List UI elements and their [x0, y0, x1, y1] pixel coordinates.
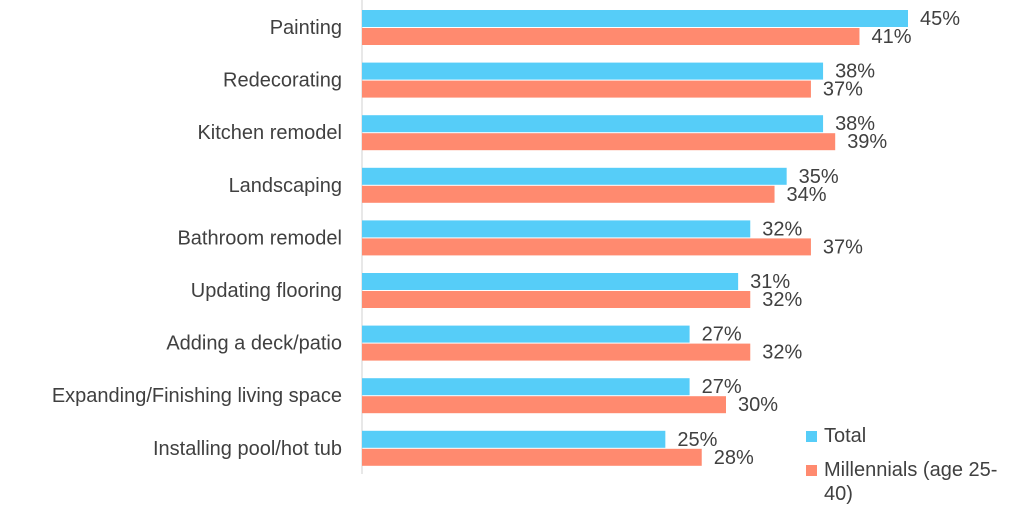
- legend-label-total: Total: [824, 425, 867, 447]
- legend-item-millennials: Millennials (age 25-40): [806, 458, 1021, 506]
- value-label-millennials-installing-pool-hot-tub: 28%: [714, 447, 754, 469]
- bar-total-installing-pool-hot-tub: [362, 430, 666, 448]
- value-label-total-expanding-finishing-living-space: 27%: [702, 376, 742, 398]
- bars: [362, 10, 908, 466]
- legend-swatch-millennials: [806, 465, 817, 476]
- bar-total-expanding-finishing-living-space: [362, 378, 690, 396]
- value-label-millennials-expanding-finishing-living-space: 30%: [738, 394, 778, 416]
- value-label-total-landscaping: 35%: [799, 166, 839, 188]
- category-label-landscaping: Landscaping: [229, 175, 342, 197]
- bar-total-bathroom-remodel: [362, 220, 751, 238]
- category-label-painting: Painting: [270, 17, 342, 39]
- legend: Total Millennials (age 25-40): [806, 424, 1021, 516]
- bar-total-landscaping: [362, 167, 787, 185]
- bar-total-adding-a-deck-patio: [362, 325, 690, 343]
- value-label-millennials-adding-a-deck-patio: 32%: [762, 342, 802, 364]
- category-label-redecorating: Redecorating: [223, 70, 342, 92]
- bar-millennials-updating-flooring: [362, 291, 751, 308]
- value-label-total-bathroom-remodel: 32%: [762, 218, 802, 240]
- value-label-total-kitchen-remodel: 38%: [835, 113, 875, 135]
- bar-total-updating-flooring: [362, 273, 739, 290]
- bar-millennials-expanding-finishing-living-space: [362, 396, 726, 414]
- bar-millennials-installing-pool-hot-tub: [362, 448, 702, 466]
- value-label-total-updating-flooring: 31%: [750, 271, 790, 293]
- category-label-expanding-finishing-living-space: Expanding/Finishing living space: [52, 385, 342, 407]
- category-label-adding-a-deck-patio: Adding a deck/patio: [166, 333, 342, 355]
- category-label-kitchen-remodel: Kitchen remodel: [197, 122, 342, 144]
- value-label-total-adding-a-deck-patio: 27%: [702, 324, 742, 346]
- value-label-millennials-bathroom-remodel: 37%: [823, 236, 863, 258]
- bar-millennials-landscaping: [362, 185, 775, 203]
- bar-total-kitchen-remodel: [362, 115, 824, 133]
- category-label-bathroom-remodel: Bathroom remodel: [177, 227, 342, 249]
- value-label-millennials-redecorating: 37%: [823, 79, 863, 101]
- value-label-total-redecorating: 38%: [835, 61, 875, 83]
- category-label-installing-pool-hot-tub: Installing pool/hot tub: [153, 438, 342, 460]
- legend-swatch-total: [806, 431, 817, 442]
- category-labels: Painting Redecorating Kitchen remodel Lands…: [52, 17, 342, 460]
- value-label-millennials-landscaping: 34%: [787, 184, 827, 206]
- legend-item-total: Total: [806, 424, 1021, 448]
- bar-total-redecorating: [362, 62, 824, 80]
- category-label-updating-flooring: Updating flooring: [191, 280, 342, 302]
- value-label-total-painting: 45%: [920, 8, 960, 30]
- legend-label-millennials: Millennials (age 25-40): [824, 459, 998, 505]
- value-label-millennials-updating-flooring: 32%: [762, 289, 802, 311]
- bar-total-painting: [362, 10, 908, 27]
- bar-millennials-painting: [362, 28, 860, 45]
- bar-millennials-kitchen-remodel: [362, 133, 836, 151]
- value-label-millennials-kitchen-remodel: 39%: [847, 131, 887, 153]
- value-labels: 45%41%38%37%38%39%35%34%32%37%31%32%27%3…: [677, 8, 960, 469]
- bar-millennials-bathroom-remodel: [362, 238, 811, 256]
- value-label-millennials-painting: 41%: [871, 26, 911, 48]
- value-label-total-installing-pool-hot-tub: 25%: [677, 429, 717, 451]
- bar-millennials-redecorating: [362, 80, 811, 98]
- bar-millennials-adding-a-deck-patio: [362, 343, 751, 361]
